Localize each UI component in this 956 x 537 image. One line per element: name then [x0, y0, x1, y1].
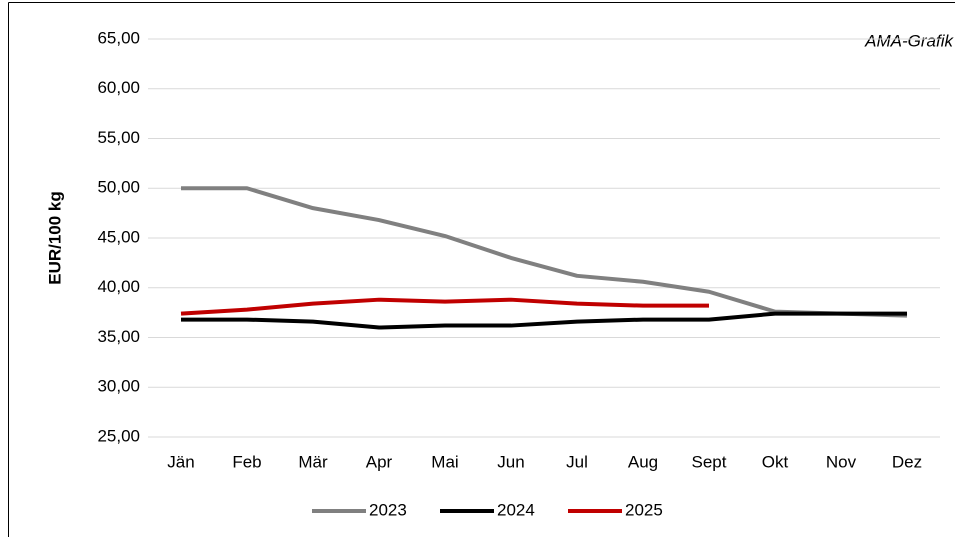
x-tick-label: Sept [692, 452, 727, 471]
y-tick-label: 25,00 [97, 426, 140, 445]
y-tick-label: 35,00 [97, 327, 140, 346]
x-tick-label: Jul [566, 452, 588, 471]
x-tick-label: Feb [232, 452, 261, 471]
x-tick-label: Jun [497, 452, 524, 471]
y-tick-label: 30,00 [97, 377, 140, 396]
series-line [180, 297, 709, 316]
x-tick-label: Nov [826, 452, 857, 471]
y-tick-label: 60,00 [97, 78, 140, 97]
legend-label: 2023 [369, 500, 407, 519]
annotation: AMA-Grafik [864, 31, 954, 50]
y-axis-label: EUR/100 kg [45, 191, 64, 285]
y-tick-label: 50,00 [97, 178, 140, 197]
x-tick-label: Okt [762, 452, 789, 471]
series-line [181, 311, 907, 330]
x-tick-label: Aug [628, 452, 658, 471]
series-line [181, 186, 908, 318]
x-tick-label: Mai [431, 452, 458, 471]
legend-label: 2025 [625, 500, 663, 519]
x-tick-label: Mär [298, 452, 328, 471]
x-tick-label: Dez [892, 452, 922, 471]
x-tick-label: Jän [167, 452, 194, 471]
y-tick-label: 65,00 [97, 28, 140, 47]
y-tick-label: 55,00 [97, 128, 140, 147]
y-tick-label: 40,00 [97, 277, 140, 296]
legend-label: 2024 [497, 500, 535, 519]
y-tick-label: 45,00 [97, 227, 140, 246]
x-tick-label: Apr [366, 452, 393, 471]
